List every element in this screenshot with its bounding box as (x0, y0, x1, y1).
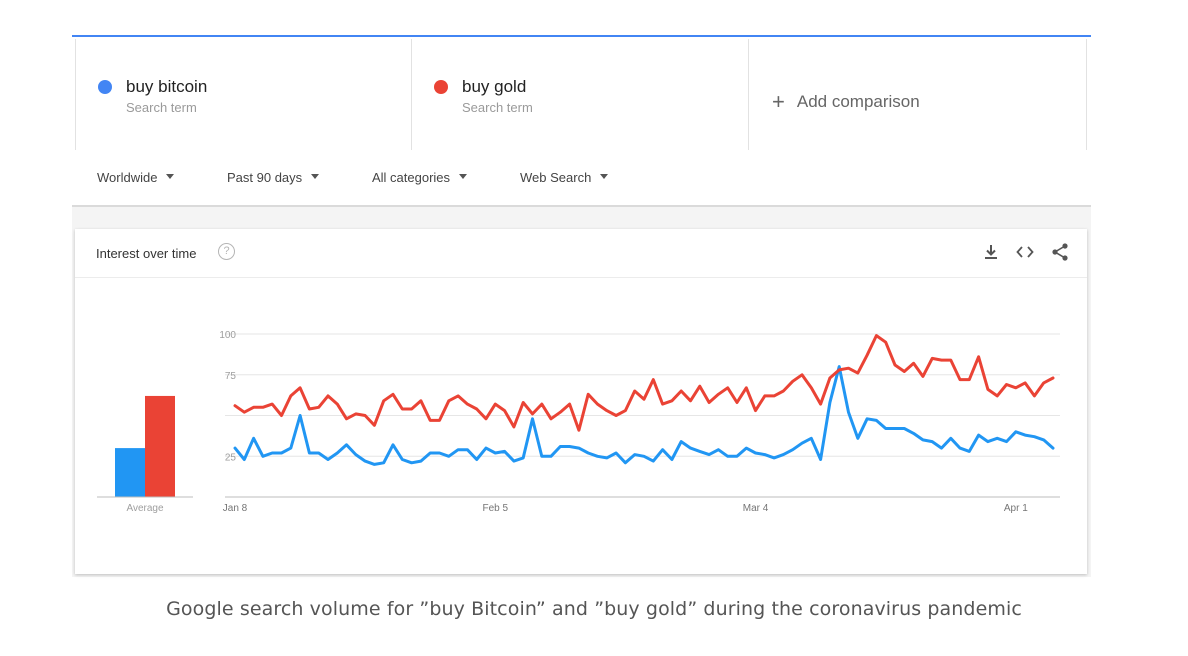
gridlines: 25 75 100 (219, 330, 1060, 498)
caret-down-icon (166, 174, 175, 180)
add-comparison-label: Add comparison (796, 92, 920, 111)
search-type-filter[interactable]: Web Search (520, 170, 609, 185)
x-tick-label: Apr 1 (1004, 503, 1028, 514)
y-tick-label: 100 (219, 330, 236, 341)
figure-caption: Google search volume for ”buy Bitcoin” a… (166, 598, 1022, 620)
x-tick-label: Mar 4 (743, 503, 769, 514)
card-title: Interest over time (96, 246, 197, 261)
x-tick-label: Jan 8 (223, 503, 248, 514)
x-axis-labels: Jan 8 Feb 5 Mar 4 Apr 1 (223, 503, 1028, 514)
region-filter-label: Worldwide (97, 170, 158, 185)
average-label: Average (126, 503, 164, 514)
help-icon[interactable]: ? (218, 243, 235, 260)
series-color-dot (434, 80, 448, 94)
download-icon[interactable] (981, 242, 1001, 262)
search-term-name: buy bitcoin (126, 77, 208, 96)
series-line-buy-gold (233, 334, 1055, 432)
add-comparison-button[interactable]: + Add comparison (749, 39, 1087, 152)
series-lines (233, 334, 1055, 466)
search-term-card-bitcoin[interactable]: buy bitcoin Search term (75, 39, 412, 152)
filter-bar: Worldwide Past 90 days All categories We… (72, 150, 1091, 207)
caret-down-icon (311, 174, 320, 180)
time-filter[interactable]: Past 90 days (227, 170, 320, 185)
interest-over-time-chart: Average 25 75 100 Jan 8 Feb 5 Mar 4 Apr 1 (97, 330, 1060, 514)
average-bar-buy-gold (145, 395, 175, 497)
x-tick-label: Feb 5 (482, 503, 508, 514)
average-bars: Average (97, 395, 193, 514)
average-bar-buy-bitcoin (115, 448, 145, 497)
plus-icon: + (772, 89, 785, 114)
region-filter[interactable]: Worldwide (97, 170, 175, 185)
series-line-buy-bitcoin (233, 365, 1055, 466)
interest-over-time-card: Interest over time ? Average 25 75 100 Jan… (75, 229, 1087, 574)
category-filter[interactable]: All categories (372, 170, 468, 185)
search-term-type: Search term (462, 100, 533, 115)
series-color-dot (98, 80, 112, 94)
y-tick-label: 25 (225, 452, 237, 463)
caret-down-icon (600, 174, 609, 180)
share-icon[interactable] (1050, 242, 1070, 262)
y-tick-label: 75 (225, 371, 237, 382)
category-filter-label: All categories (372, 170, 451, 185)
comparison-bar: buy bitcoin Search term buy gold Search … (72, 35, 1091, 152)
embed-icon[interactable] (1015, 242, 1035, 262)
search-term-name: buy gold (462, 77, 527, 96)
search-term-type: Search term (126, 100, 197, 115)
search-term-card-gold[interactable]: buy gold Search term (412, 39, 749, 152)
time-filter-label: Past 90 days (227, 170, 303, 185)
search-type-filter-label: Web Search (520, 170, 592, 185)
caret-down-icon (459, 174, 468, 180)
card-header: Interest over time ? (75, 229, 1087, 278)
